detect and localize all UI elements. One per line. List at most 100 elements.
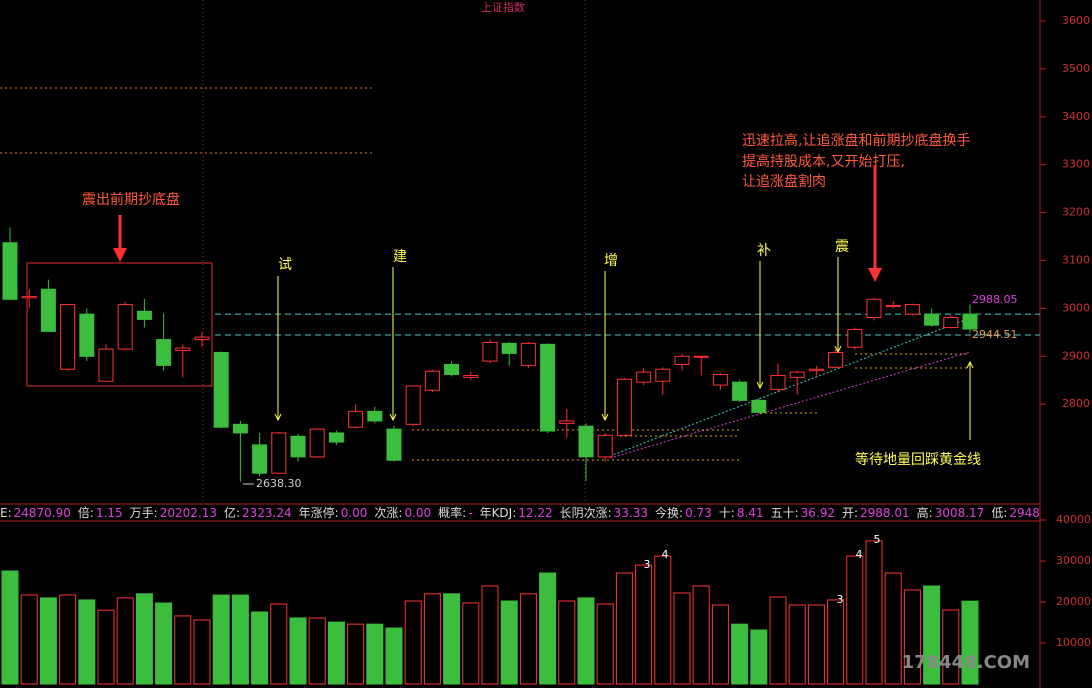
volume-mark: 4 (856, 548, 863, 561)
volume-bar (289, 617, 307, 685)
info-value: 0.73 (685, 506, 712, 520)
volume-bar (903, 589, 921, 685)
info-label: 低: (991, 506, 1008, 520)
info-label: 高: (916, 506, 933, 520)
candle-body (904, 304, 920, 315)
watermark: 178448.COM (902, 652, 1030, 673)
level-label: 2988.05 (972, 293, 1018, 306)
info-value: 2988.01 (860, 506, 910, 520)
volume-bar (155, 602, 173, 685)
volume-bar (251, 611, 269, 685)
annotation: 提高持股成本,又开始打压, (742, 153, 905, 170)
annotation: 建 (393, 249, 407, 265)
volume-bar (654, 555, 672, 685)
candle-body (213, 351, 229, 428)
volume-bar (59, 594, 77, 685)
info-label: 概率: (438, 506, 467, 520)
candle-body (924, 313, 940, 326)
volume-bar (577, 597, 595, 685)
volume-bar (385, 627, 403, 685)
volume-bar (673, 592, 691, 685)
volume-bar (39, 597, 57, 685)
y-tick-label: 40000 (1056, 513, 1091, 526)
info-value: 0.00 (340, 506, 368, 520)
info-label: 十: (718, 506, 735, 520)
candle-body (789, 371, 805, 378)
volume-bar (884, 572, 902, 685)
candle-body (156, 339, 172, 366)
info-label: 年涨停: (298, 506, 339, 520)
annotation: 震出前期抄底盘 (82, 191, 180, 208)
candle-body (79, 313, 95, 357)
y-tick-label: 30000 (1056, 554, 1091, 567)
candle-body (21, 295, 37, 299)
candle-body (424, 370, 440, 391)
candle-body (520, 342, 536, 366)
volume-bar (519, 593, 537, 685)
candle-body (367, 410, 383, 422)
volume-bar (923, 585, 941, 685)
info-label: 五十: (770, 506, 799, 520)
volume-bar (347, 623, 365, 685)
arrow-head (834, 345, 842, 354)
arrow-head (756, 381, 764, 390)
candle-body (252, 444, 268, 474)
candle-body (309, 428, 325, 458)
candle-body (636, 371, 652, 383)
info-label: 年KDJ: (479, 506, 517, 520)
candle-body (578, 425, 594, 458)
y-tick-label: 3000 (1062, 301, 1090, 314)
info-value: 36.92 (800, 506, 835, 520)
info-value: 33.33 (613, 506, 649, 520)
volume-bar (731, 623, 749, 685)
candle-body (444, 363, 460, 375)
candle-body (348, 410, 364, 428)
candle-body (136, 310, 152, 320)
candle-body (847, 328, 863, 348)
volume-bar (750, 629, 768, 685)
info-value: 2948.53 (1009, 506, 1040, 520)
candle-body (712, 373, 728, 386)
volume-mark: 4 (662, 548, 669, 561)
y-tick-label: 20000 (1056, 595, 1091, 608)
y-tick-label: 2900 (1062, 349, 1090, 362)
y-tick-label: 3100 (1062, 253, 1090, 266)
candle-body (616, 378, 632, 436)
volume-bar (174, 615, 192, 685)
volume-bar (462, 602, 480, 685)
arrow-head (274, 413, 282, 422)
volume-mark: 3 (837, 593, 844, 606)
info-bar: E: 24870.90 倍: 1.15 万手: 20202.13 亿: 2323.24 年涨停:… (0, 505, 1040, 521)
candle-body (655, 368, 671, 382)
annotation: 试 (278, 257, 292, 273)
candle-body (194, 336, 210, 341)
info-value: 8.41 (736, 506, 764, 520)
candle-body (117, 304, 133, 350)
candle-body (482, 341, 498, 362)
volume-bar (1, 570, 19, 685)
candle-body (2, 242, 18, 300)
candle-body (751, 399, 767, 413)
candle-body (732, 381, 748, 401)
arrow-head (966, 360, 974, 369)
info-label: 万手: (129, 506, 158, 520)
level-label: 2944.51 (972, 328, 1018, 341)
arrow-head (601, 413, 609, 422)
info-value: 1.15 (95, 506, 123, 520)
info-value: 24870.90 (13, 506, 71, 520)
volume-bar (788, 604, 806, 685)
info-label: E: (0, 506, 12, 520)
volume-bar (404, 600, 422, 685)
candle-body (559, 420, 575, 424)
volume-bar (807, 604, 825, 685)
arrow-head (389, 413, 397, 422)
info-value: - (468, 506, 473, 520)
volume-bar (500, 600, 518, 685)
annotation: 等待地量回踩黄金线 (855, 451, 981, 468)
candle-body (501, 342, 517, 354)
volume-bar (443, 593, 461, 685)
info-label: 倍: (77, 506, 94, 520)
candle-body (463, 374, 479, 378)
y-tick-label: 3500 (1062, 62, 1090, 75)
